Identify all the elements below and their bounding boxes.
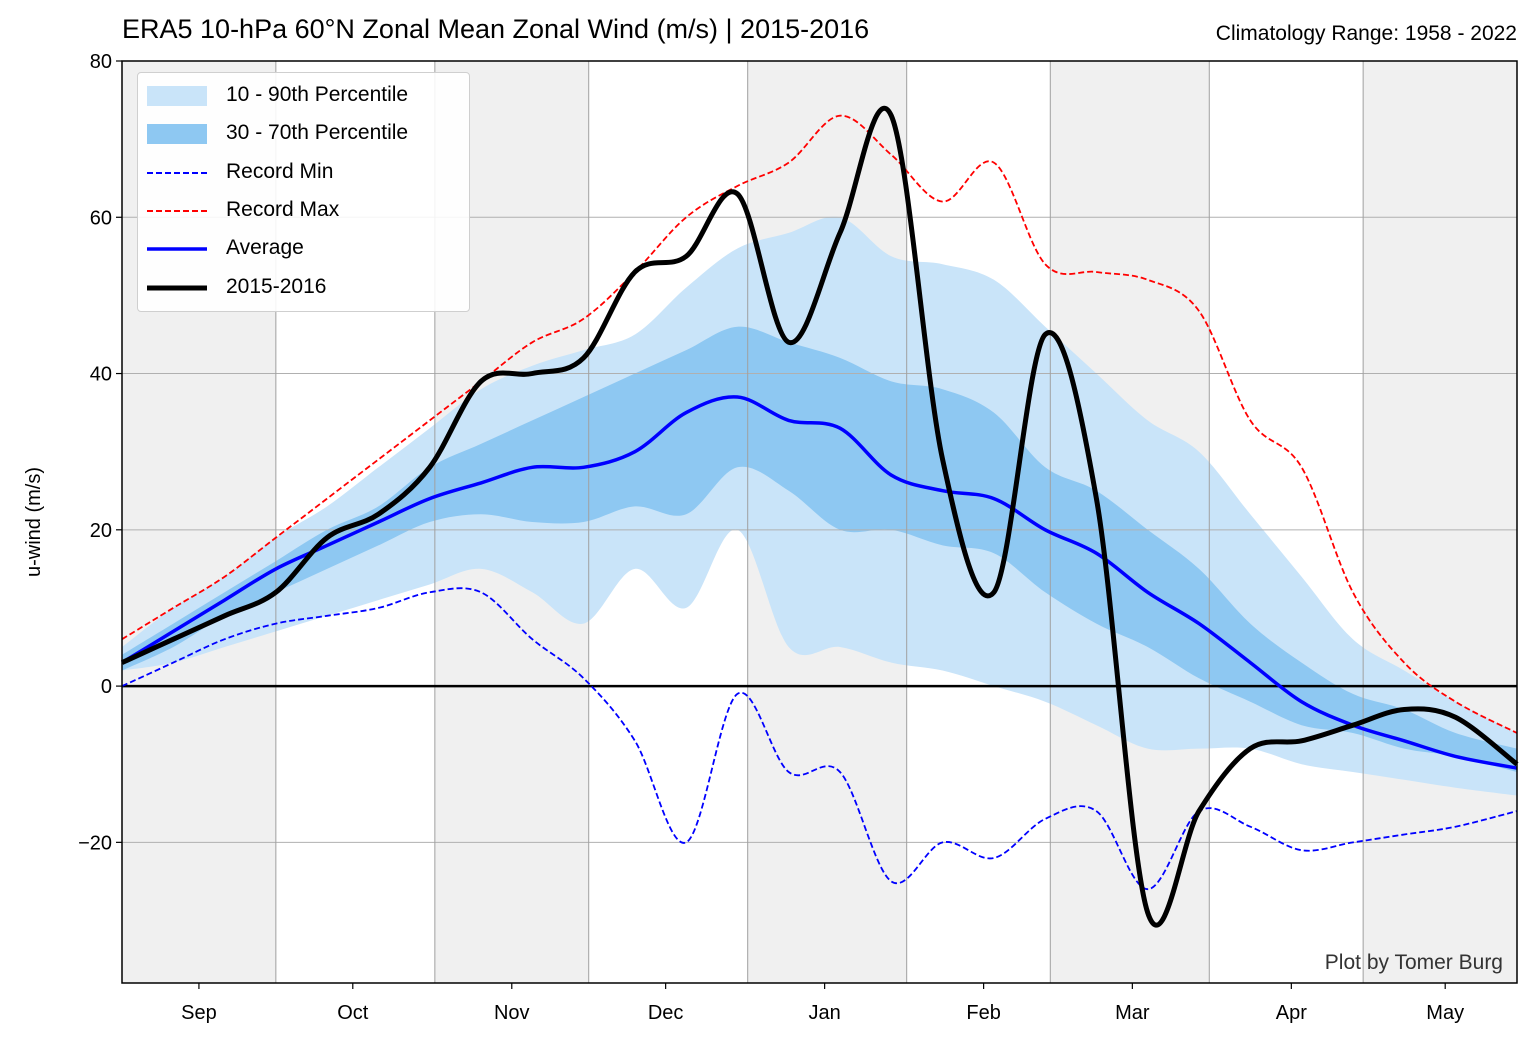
legend-label-p30-70: 30 - 70th Percentile [226, 121, 409, 144]
legend-item-p30-70: 30 - 70th Percentile [138, 119, 468, 149]
legend-item-current: 2015-2016 [138, 273, 468, 303]
record-max-line [121, 114, 1518, 734]
legend-swatch-p10-90 [147, 86, 207, 106]
y-tick-label: 40 [90, 364, 112, 386]
x-tick-label: May [1426, 1002, 1464, 1024]
chart-title: ERA5 10-hPa 60°N Zonal Mean Zonal Wind (… [122, 14, 870, 44]
y-axis-label: u-wind (m/s) [23, 467, 45, 577]
legend-swatch-record-min [147, 172, 207, 174]
current-season-line [120, 105, 1519, 928]
legend-swatch-average [147, 247, 207, 251]
x-tick-label: Oct [337, 1002, 369, 1024]
record-min-line [121, 587, 1518, 891]
y-tick-label: −20 [78, 832, 112, 854]
legend-label-record-max: Record Max [226, 198, 340, 221]
month-shade-band [1363, 61, 1517, 983]
legend: 10 - 90th Percentile 30 - 70th Percentil… [137, 72, 470, 312]
legend-swatch-current [147, 285, 207, 291]
x-tick-label: Nov [494, 1002, 530, 1024]
x-tick-label: Jan [809, 1002, 841, 1024]
x-tick-label: Dec [648, 1002, 684, 1024]
y-tick-label: 80 [90, 51, 112, 73]
y-tick-label: 20 [90, 520, 112, 542]
legend-item-record-max: Record Max [138, 196, 468, 226]
plot-frame [121, 60, 1518, 984]
legend-item-record-min: Record Min [138, 158, 468, 188]
x-tick-label: Sep [181, 1002, 217, 1024]
legend-swatch-record-max [147, 210, 207, 212]
legend-label-current: 2015-2016 [226, 275, 327, 298]
y-tick-label: 0 [101, 676, 112, 698]
x-tick-label: Mar [1115, 1002, 1150, 1024]
y-tick-label: 60 [90, 207, 112, 229]
legend-swatch-p30-70 [147, 124, 207, 144]
legend-label-average: Average [226, 236, 304, 259]
legend-item-p10-90: 10 - 90th Percentile [138, 81, 468, 111]
legend-item-average: Average [138, 234, 468, 264]
x-tick-label: Feb [966, 1002, 1000, 1024]
legend-label-record-min: Record Min [226, 160, 334, 183]
chart-subtitle: Climatology Range: 1958 - 2022 [1215, 22, 1517, 45]
average-line [121, 395, 1518, 770]
x-tick-label: Apr [1276, 1002, 1307, 1024]
band-30-70-percentile [122, 326, 1517, 772]
plot-credit: Plot by Tomer Burg [1325, 951, 1503, 974]
legend-label-p10-90: 10 - 90th Percentile [226, 83, 409, 106]
